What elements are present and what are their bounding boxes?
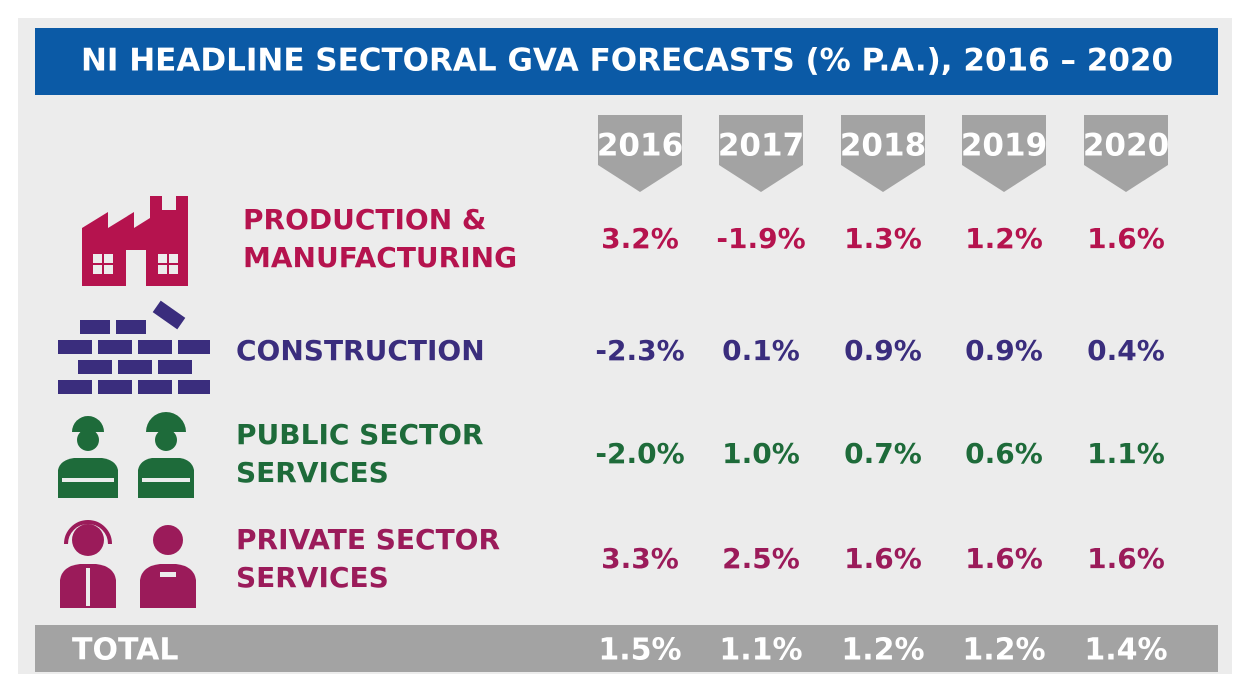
cell-value: 0.4% (1087, 334, 1165, 367)
title-bar (35, 28, 1218, 95)
total-bar (35, 625, 1218, 672)
bricks-icon (58, 300, 210, 394)
title: NI HEADLINE SECTORAL GVA FORECASTS (% P.… (81, 43, 1173, 79)
cell-value: 1.0% (722, 437, 800, 470)
cell-value: 1.6% (844, 542, 922, 575)
year-label: 2019 (961, 128, 1047, 164)
row-label: SERVICES (236, 456, 389, 489)
cell-value: -1.9% (716, 222, 805, 255)
row-label: PUBLIC SECTOR (236, 418, 483, 451)
total-value: 1.2% (841, 633, 924, 668)
cell-value: 0.9% (844, 334, 922, 367)
cell-value: -2.0% (595, 437, 684, 470)
cell-value: 1.2% (965, 222, 1043, 255)
total-value: 1.5% (598, 633, 681, 668)
total-label: TOTAL (72, 633, 178, 668)
cell-value: 2.5% (722, 542, 800, 575)
year-badge (598, 115, 682, 192)
year-badge (1084, 115, 1168, 192)
row-label: PRIVATE SECTOR (236, 523, 500, 556)
cell-value: 1.1% (1087, 437, 1165, 470)
year-badge (719, 115, 803, 192)
cell-value: 3.2% (601, 222, 679, 255)
row-label: CONSTRUCTION (236, 334, 485, 367)
total-value: 1.1% (719, 633, 802, 668)
cell-value: 1.6% (1087, 222, 1165, 255)
year-badge (962, 115, 1046, 192)
total-value: 1.2% (962, 633, 1045, 668)
year-label: 2018 (840, 128, 926, 164)
row-label: PRODUCTION & (243, 203, 486, 236)
cell-value: 1.3% (844, 222, 922, 255)
year-label: 2017 (718, 128, 804, 164)
staff-icon (60, 520, 196, 608)
cell-value: 0.1% (722, 334, 800, 367)
total-value: 1.4% (1084, 633, 1167, 668)
factory-icon (82, 196, 188, 286)
year-badge (841, 115, 925, 192)
cell-value: 1.6% (1087, 542, 1165, 575)
row-label: MANUFACTURING (243, 241, 517, 274)
workers-icon (58, 412, 194, 498)
row-label: SERVICES (236, 561, 389, 594)
year-label: 2020 (1083, 128, 1169, 164)
cell-value: 1.6% (965, 542, 1043, 575)
cell-value: 0.9% (965, 334, 1043, 367)
year-label: 2016 (597, 128, 683, 164)
cell-value: 0.7% (844, 437, 922, 470)
cell-value: -2.3% (595, 334, 684, 367)
cell-value: 0.6% (965, 437, 1043, 470)
cell-value: 3.3% (601, 542, 679, 575)
